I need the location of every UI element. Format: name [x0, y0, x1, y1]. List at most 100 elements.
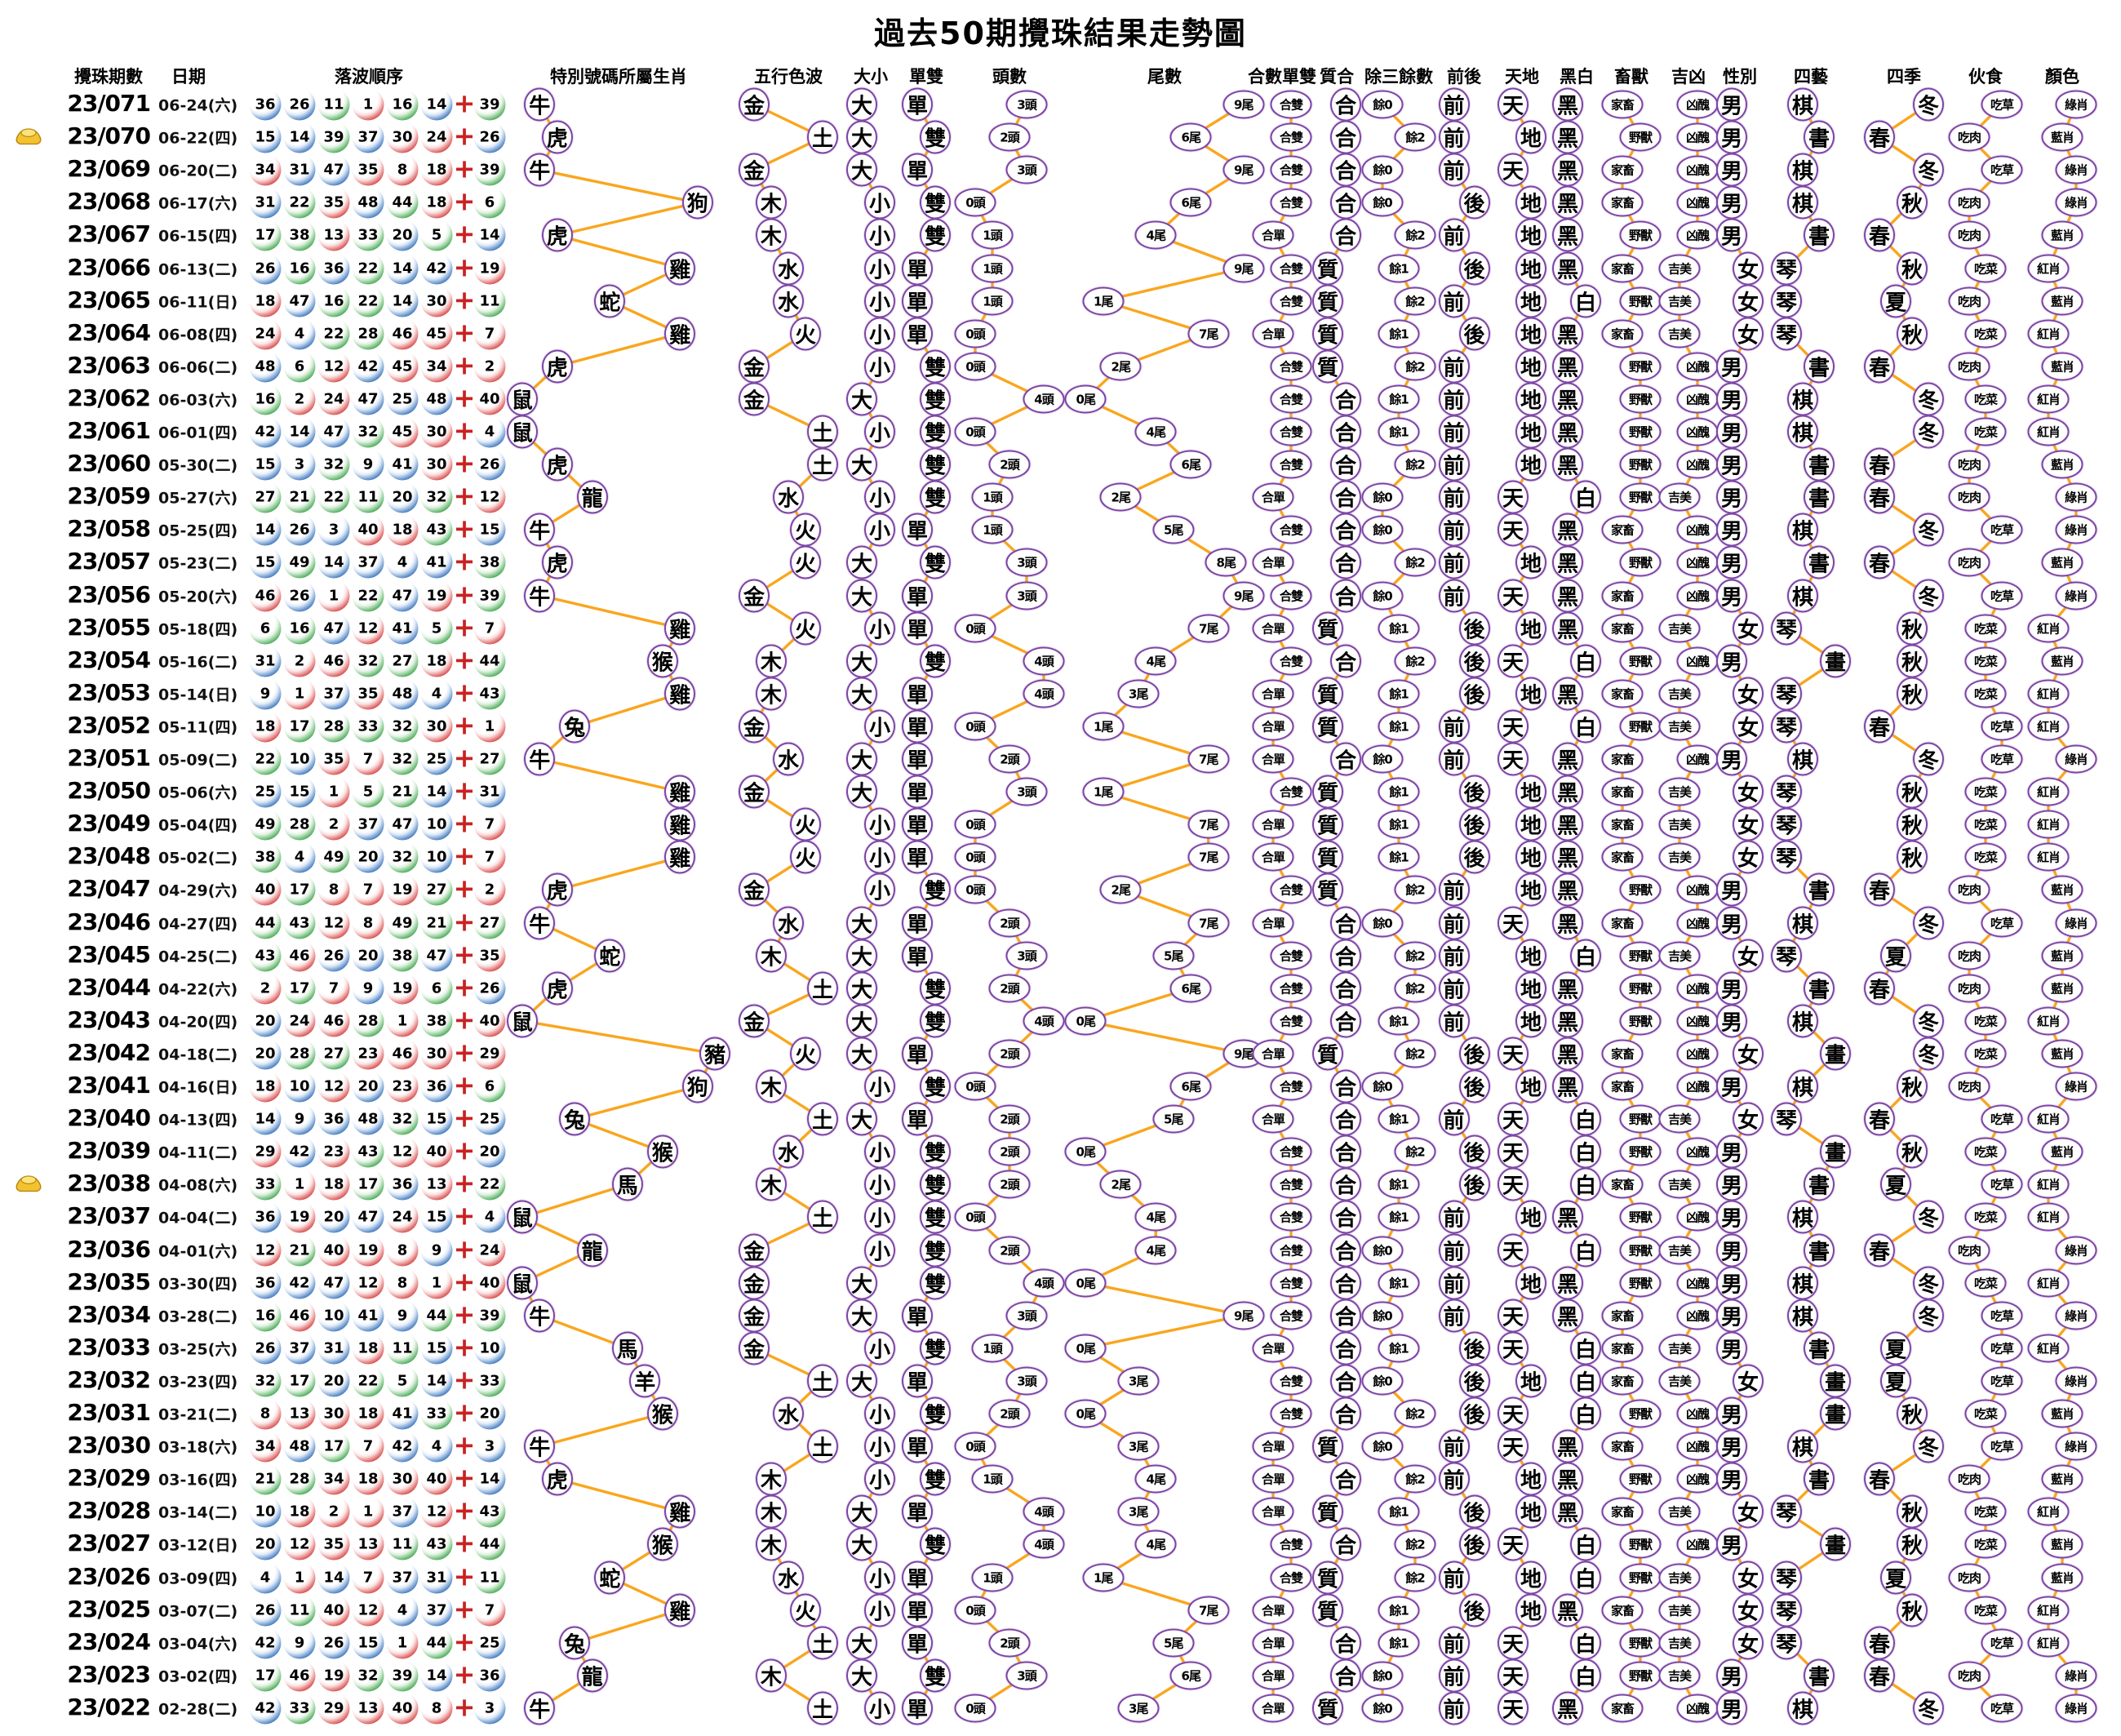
special-ball: 39	[473, 1299, 506, 1332]
trend-node-zodiac: 牛	[524, 1429, 556, 1463]
trend-node-zodiac: 龍	[576, 1658, 608, 1693]
trend-node-art: 書	[1804, 872, 1835, 907]
trend-node-head: 3頭	[1005, 581, 1048, 610]
trend-node-element: 火	[790, 317, 821, 351]
trend-node-mod3: 餘1	[1378, 842, 1420, 872]
trend-node-gender: 男	[1716, 1462, 1747, 1496]
trend-node-front_back: 前	[1438, 480, 1470, 514]
trend-node-mod3: 餘0	[1361, 744, 1404, 774]
trend-node-luck: 吉美	[1658, 777, 1701, 806]
trend-node-luck: 凶醜	[1676, 1268, 1719, 1298]
trend-node-tail: 9尾	[1222, 581, 1265, 610]
trend-node-parity: 雙	[920, 1266, 951, 1300]
trend-node-parity: 單	[902, 87, 933, 122]
trend-node-diet: 吃肉	[1948, 188, 1990, 217]
trend-node-gender: 男	[1716, 1004, 1747, 1038]
ball: 49	[386, 907, 419, 939]
trend-node-size: 大	[846, 775, 877, 809]
trend-node-head: 4頭	[1023, 1497, 1065, 1526]
gold-ingot-icon	[13, 124, 44, 150]
trend-node-parity: 單	[902, 1299, 933, 1333]
ball: 38	[249, 841, 282, 873]
trend-node-size: 大	[846, 1004, 877, 1038]
trend-node-head: 0頭	[954, 875, 996, 904]
trend-node-element: 土	[807, 415, 838, 449]
trend-node-black_white: 黑	[1552, 1494, 1583, 1529]
trend-node-prime_comp: 質	[1312, 872, 1343, 907]
trend-node-tail: 4尾	[1134, 220, 1177, 250]
ball: 21	[283, 1234, 316, 1266]
trend-node-art: 書	[1804, 971, 1835, 1006]
trend-node-tail: 5尾	[1152, 1628, 1195, 1658]
trend-node-head: 2頭	[988, 1104, 1031, 1134]
trend-node-zodiac: 牛	[524, 1299, 556, 1333]
trend-node-mod3: 餘1	[1378, 1497, 1420, 1526]
ball: 15	[249, 121, 282, 153]
trend-node-parity: 單	[902, 742, 933, 776]
trend-node-gender: 男	[1716, 1331, 1747, 1365]
trend-node-diet: 吃草	[1981, 744, 2023, 774]
period-label: 23/067	[67, 220, 151, 248]
ball: 17	[249, 219, 282, 251]
ball: 33	[352, 710, 384, 743]
trend-node-tail: 8尾	[1205, 548, 1247, 577]
special-ball: 11	[473, 1561, 506, 1593]
date-label: 06-20(二)	[158, 162, 238, 180]
ball: 20	[249, 1037, 282, 1070]
period-label: 23/053	[67, 678, 151, 706]
trend-node-element: 木	[756, 1527, 787, 1561]
trend-node-sky_earth: 地	[1515, 218, 1546, 252]
trend-node-front_back: 後	[1458, 1069, 1490, 1103]
trend-node-mod3: 餘1	[1378, 712, 1420, 741]
trend-node-gender: 男	[1716, 153, 1747, 187]
period-label: 23/046	[67, 908, 151, 935]
date-label: 05-16(二)	[158, 653, 238, 672]
ball: 1	[386, 1005, 419, 1037]
trend-node-mod3: 餘1	[1378, 384, 1420, 414]
trend-node-sky_earth: 地	[1515, 1561, 1546, 1594]
ball: 18	[352, 1332, 384, 1365]
plus-sign: +	[453, 447, 476, 479]
trend-node-season: 春	[1864, 872, 1895, 907]
trend-node-head: 0頭	[954, 319, 996, 349]
trend-node-size: 大	[846, 87, 877, 122]
trend-node-zodiac: 虎	[541, 218, 573, 252]
trend-node-front_back: 前	[1438, 1691, 1470, 1725]
trend-node-diet: 吃草	[1981, 515, 2023, 544]
trend-node-color_zodiac: 紅肖	[2027, 1006, 2070, 1036]
plus-sign: +	[453, 1462, 476, 1494]
trend-node-zodiac: 雞	[664, 775, 696, 809]
trend-node-color_zodiac: 紅肖	[2027, 679, 2070, 708]
trend-node-size: 小	[864, 1462, 895, 1496]
ball: 36	[420, 1070, 453, 1103]
ball: 26	[283, 513, 316, 546]
trend-node-zodiac: 鼠	[506, 415, 538, 449]
trend-node-sky_earth: 天	[1498, 1037, 1529, 1071]
trend-node-tail: 6尾	[1169, 450, 1212, 479]
trend-node-mod3: 餘2	[1394, 646, 1436, 676]
plus-sign: +	[453, 1626, 476, 1658]
ball: 18	[352, 1397, 384, 1430]
trend-node-luck: 凶醜	[1676, 974, 1719, 1003]
ball: 22	[317, 317, 350, 350]
trend-node-tail: 0尾	[1064, 1006, 1107, 1036]
trend-node-season: 冬	[1913, 742, 1944, 776]
trend-node-art: 書	[1804, 545, 1835, 579]
trend-node-diet: 吃菜	[1964, 1039, 2007, 1068]
trend-node-front_back: 前	[1438, 1626, 1470, 1660]
special-ball: 4	[473, 415, 506, 448]
trend-node-prime_comp: 質	[1312, 1429, 1343, 1463]
ball: 30	[317, 1397, 350, 1430]
trend-node-color_zodiac: 綠肖	[2055, 1236, 2097, 1264]
period-label: 23/034	[67, 1300, 151, 1328]
trend-node-black_white: 白	[1570, 1331, 1601, 1365]
trend-node-sum_parity: 合單	[1252, 1628, 1294, 1658]
trend-node-black_white: 黑	[1552, 807, 1583, 841]
trend-node-front_back: 前	[1438, 939, 1470, 973]
trend-node-season: 秋	[1897, 840, 1928, 874]
ball: 45	[420, 317, 453, 350]
ball: 47	[352, 383, 384, 415]
period-label: 23/048	[67, 842, 151, 870]
trend-node-art: 棋	[1787, 906, 1818, 939]
trend-node-mod3: 餘2	[1394, 875, 1436, 904]
